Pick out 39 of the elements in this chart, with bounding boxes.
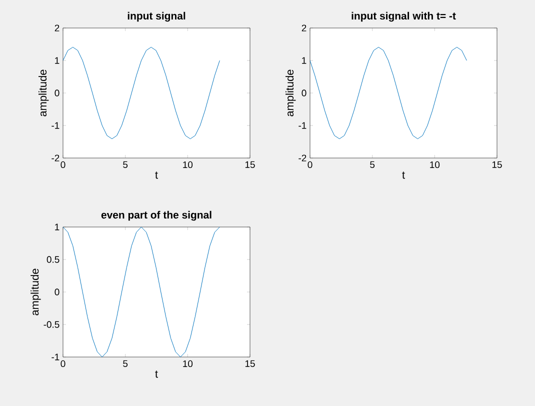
y-axis-title: amplitude <box>286 70 296 116</box>
y-tick-label: 0.5 <box>46 256 60 263</box>
x-tick-label: 15 <box>245 161 255 168</box>
chart-title: input signal with t= -t <box>352 12 456 22</box>
x-tick-label: 5 <box>123 161 128 168</box>
y-tick-label: 1 <box>55 57 60 64</box>
y-tick-label: -1 <box>52 122 60 129</box>
y-axis-title: amplitude <box>38 70 49 116</box>
y-tick-label: -1 <box>298 122 306 129</box>
line-series <box>63 46 220 140</box>
y-tick-label: -2 <box>52 154 60 162</box>
x-tick-label: 10 <box>430 161 440 168</box>
line-series <box>310 46 467 140</box>
y-tick-label: -0.5 <box>44 321 60 328</box>
x-tick-label: 10 <box>183 161 193 168</box>
y-tick-label: 0 <box>54 288 60 296</box>
x-tick-label: 0 <box>308 161 312 168</box>
x-tick-label: 15 <box>245 360 255 367</box>
x-axis-title: t <box>155 172 158 179</box>
y-tick-label: 0 <box>302 90 306 96</box>
chart-title: input signal <box>128 12 186 22</box>
x-tick-label: 5 <box>123 360 128 367</box>
chart-title: even part of the signal <box>101 210 212 221</box>
x-tick-label: 0 <box>60 360 66 368</box>
y-tick-label: 1 <box>302 57 306 64</box>
y-tick-label: 2 <box>54 24 60 32</box>
x-tick-label: 10 <box>183 360 193 368</box>
y-tick-label: 1 <box>55 224 60 230</box>
y-tick-label: 2 <box>302 24 306 32</box>
y-axis-title: amplitude <box>30 268 41 316</box>
y-tick-label: -1 <box>52 354 60 360</box>
y-tick-label: -2 <box>298 154 306 162</box>
y-tick-label: 0 <box>54 90 60 96</box>
x-tick-label: 0 <box>60 161 66 168</box>
line-series <box>63 227 220 358</box>
x-axis-title: t <box>402 172 405 179</box>
x-tick-label: 15 <box>492 161 502 168</box>
x-axis-title: t <box>155 370 158 378</box>
x-tick-label: 5 <box>370 161 375 168</box>
